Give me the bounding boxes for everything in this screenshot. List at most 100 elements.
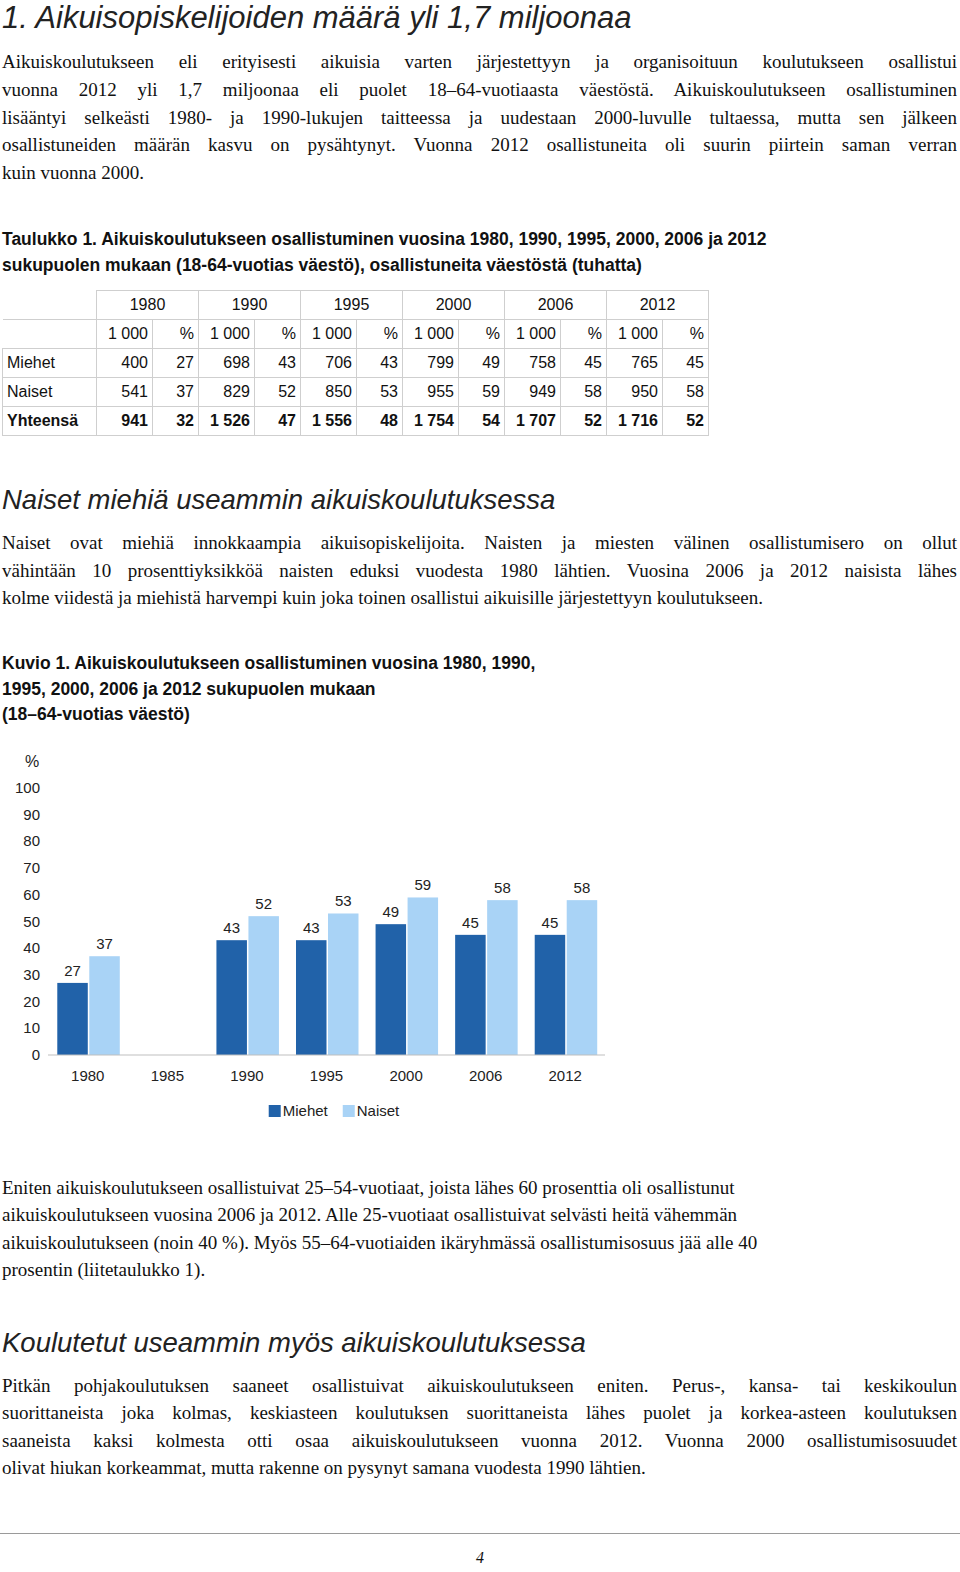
section-heading: Naiset miehiä useammin aikuiskoulutukses… <box>2 484 555 516</box>
table-cell: 950 <box>607 378 663 407</box>
table-cell: 27 <box>153 349 199 378</box>
table-cell: 48 <box>357 407 403 436</box>
table-cell: 53 <box>357 378 403 407</box>
y-tick-label: 70 <box>23 859 40 876</box>
y-tick-label: 50 <box>23 913 40 930</box>
footer-rule <box>0 1533 960 1534</box>
table-cell: 400 <box>97 349 153 378</box>
table-cell: 829 <box>199 378 255 407</box>
x-tick-label: 1990 <box>230 1067 263 1084</box>
table-unit-header: 1 000 <box>301 320 357 349</box>
table-cell: 1 716 <box>607 407 663 436</box>
y-tick-label: 30 <box>23 966 40 983</box>
paragraph-line: aikuiskoulutukseen (noin 40 %). Myös 55–… <box>2 1230 757 1256</box>
bar <box>408 897 439 1055</box>
x-tick-label: 2012 <box>549 1067 582 1084</box>
table-row-label: Miehet <box>3 349 97 378</box>
paragraph-line: kolme viidestä ja miehistä harvempi kuin… <box>2 585 763 611</box>
figure-caption: Kuvio 1. Aikuiskoulutukseen osallistumin… <box>2 653 535 674</box>
bar <box>296 940 327 1055</box>
heading: 1. Aikuisopiskelijoiden määrä yli 1,7 mi… <box>2 0 632 36</box>
table-unit-header: % <box>255 320 301 349</box>
bar <box>89 956 120 1055</box>
table-cell: 698 <box>199 349 255 378</box>
data-label: 27 <box>64 962 81 979</box>
x-tick-label: 2006 <box>469 1067 502 1084</box>
table-year-header: 1995 <box>301 291 403 320</box>
table-cell: 45 <box>561 349 607 378</box>
x-axis-line <box>48 1055 605 1056</box>
table-cell: 1 754 <box>403 407 459 436</box>
y-tick-label: 60 <box>23 886 40 903</box>
table-row-label: Naiset <box>3 378 97 407</box>
figure-caption: 1995, 2000, 2006 ja 2012 sukupuolen muka… <box>2 679 376 700</box>
data-label: 43 <box>223 919 240 936</box>
x-tick-label: 1995 <box>310 1067 343 1084</box>
table-cell: 758 <box>505 349 561 378</box>
table-year-header: 2000 <box>403 291 505 320</box>
table-cell: 43 <box>357 349 403 378</box>
section-heading: Koulutetut useammin myös aikuiskoulutuks… <box>2 1327 586 1359</box>
table-cell: 52 <box>561 407 607 436</box>
table-cell: 1 526 <box>199 407 255 436</box>
legend-label: Miehet <box>283 1102 329 1119</box>
bar <box>328 913 359 1055</box>
table-unit-header: 1 000 <box>97 320 153 349</box>
table-cell: 43 <box>255 349 301 378</box>
table-cell: 47 <box>255 407 301 436</box>
table-caption: sukupuolen mukaan (18-64-vuotias väestö)… <box>2 255 642 276</box>
bar <box>216 940 247 1055</box>
x-tick-label: 1980 <box>71 1067 104 1084</box>
paragraph-line: Naiset ovat miehiä innokkaampia aikuisop… <box>2 530 957 556</box>
table-year-header: 1980 <box>97 291 199 320</box>
data-label: 49 <box>382 903 399 920</box>
table-cell: 52 <box>255 378 301 407</box>
figure-caption: (18–64-vuotias väestö) <box>2 704 190 725</box>
bar <box>567 900 598 1055</box>
paragraph-line: osallistuneiden määrän kasvu on pysähtyn… <box>2 132 957 158</box>
paragraph-line: vuonna 2012 yli 1,7 miljoonaa eli puolet… <box>2 77 957 103</box>
paragraph-line: Aikuiskoulutukseen eli erityisesti aikui… <box>2 49 957 75</box>
table-unit-header: % <box>561 320 607 349</box>
y-tick-label: 0 <box>32 1046 40 1063</box>
bar <box>455 935 486 1055</box>
table-cell: 58 <box>663 378 709 407</box>
data-label: 53 <box>335 892 352 909</box>
bars <box>57 897 597 1055</box>
table-cell: 949 <box>505 378 561 407</box>
paragraph-line: aikuiskoulutukseen vuosina 2006 ja 2012.… <box>2 1202 737 1228</box>
table-cell: 541 <box>97 378 153 407</box>
table: 1980199019952000200620121 000%1 000%1 00… <box>2 290 709 436</box>
data-label: 59 <box>414 876 431 893</box>
paragraph-line: lisääntyi selkeästi 1980- ja 1990-lukuje… <box>2 105 957 131</box>
table-cell: 45 <box>663 349 709 378</box>
table-year-header: 1990 <box>199 291 301 320</box>
y-tick-label: 40 <box>23 939 40 956</box>
paragraph-line: olivat hiukan korkeammat, mutta rakenne … <box>2 1455 646 1481</box>
table-corner <box>3 291 97 320</box>
table-cell: 37 <box>153 378 199 407</box>
y-tick-label: 20 <box>23 993 40 1010</box>
y-tick-label: 90 <box>23 806 40 823</box>
legend: MiehetNaiset <box>269 1102 400 1119</box>
data-label: 45 <box>462 914 479 931</box>
bar <box>535 935 566 1055</box>
page-number: 4 <box>0 1549 960 1567</box>
chart: %010203040506070809010027434349454537525… <box>0 740 640 1140</box>
y-tick-label: 10 <box>23 1019 40 1036</box>
paragraph-line: kuin vuonna 2000. <box>2 160 144 186</box>
page: 1. Aikuisopiskelijoiden määrä yli 1,7 mi… <box>0 0 960 1572</box>
table-cell: 54 <box>459 407 505 436</box>
bar <box>248 916 279 1055</box>
table-unit-header: 1 000 <box>403 320 459 349</box>
paragraph-line: suorittaneista joka kolmas, keskiasteen … <box>2 1400 957 1426</box>
data-label: 58 <box>574 879 591 896</box>
table-row-label: Yhteensä <box>3 407 97 436</box>
table-cell: 850 <box>301 378 357 407</box>
bar <box>487 900 517 1055</box>
y-tick-label: 80 <box>23 832 40 849</box>
table-caption: Taulukko 1. Aikuiskoulutukseen osallistu… <box>2 229 767 250</box>
paragraph-line: saaneista kaksi kolmesta otti osaa aikui… <box>2 1428 957 1454</box>
paragraph-line: vähintään 10 prosenttiyksikköä naisten e… <box>2 558 957 584</box>
table-unit-header: % <box>663 320 709 349</box>
